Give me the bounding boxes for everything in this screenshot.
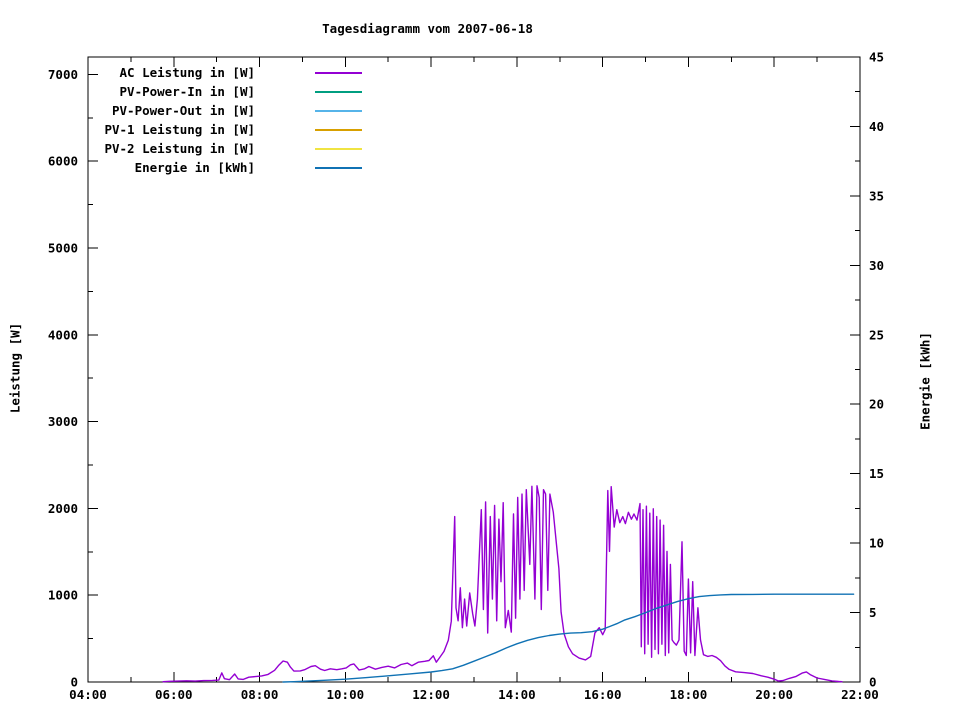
- legend-swatch-line: [315, 148, 362, 150]
- y-right-tick-label: 5: [869, 605, 877, 620]
- legend: AC Leistung in [W] PV-Power-In in [W] PV…: [85, 63, 395, 177]
- y-left-tick-label: 6000: [48, 154, 78, 169]
- legend-label: PV-Power-Out in [W]: [112, 103, 255, 118]
- y-right-tick-label: 40: [869, 119, 884, 134]
- x-tick-label: 22:00: [841, 687, 879, 702]
- legend-label: AC Leistung in [W]: [119, 65, 255, 80]
- legend-swatch-line: [315, 91, 362, 93]
- y-right-tick-label: 25: [869, 327, 884, 342]
- legend-label: Energie in [kWh]: [134, 160, 255, 175]
- y-left-tick-label: 4000: [48, 327, 78, 342]
- legend-swatch-line: [315, 129, 362, 131]
- series-line: [282, 593, 855, 683]
- legend-label: PV-2 Leistung in [W]: [104, 141, 255, 156]
- chart-title: Tagesdiagramm vom 2007-06-18: [322, 21, 533, 36]
- y-left-tick-label: 7000: [48, 67, 78, 82]
- series-line: [162, 485, 843, 683]
- x-tick-label: 18:00: [670, 687, 708, 702]
- legend-swatch-line: [315, 72, 362, 74]
- y-right-tick-label: 10: [869, 536, 884, 551]
- y-left-tick-label: 2000: [48, 501, 78, 516]
- legend-item: PV-1 Leistung in [W]: [85, 120, 395, 139]
- x-tick-label: 04:00: [69, 687, 107, 702]
- x-tick-label: 10:00: [327, 687, 365, 702]
- y-right-tick-label: 30: [869, 258, 884, 273]
- y-left-tick-label: 3000: [48, 414, 78, 429]
- x-tick-label: 08:00: [241, 687, 279, 702]
- legend-item: AC Leistung in [W]: [85, 63, 395, 82]
- y-left-tick-label: 0: [70, 675, 78, 690]
- y-right-tick-label: 35: [869, 188, 884, 203]
- x-tick-label: 06:00: [155, 687, 193, 702]
- y-right-tick-label: 20: [869, 397, 884, 412]
- legend-swatch-line: [315, 110, 362, 112]
- y-left-tick-label: 1000: [48, 588, 78, 603]
- y-right-tick-label: 0: [869, 675, 877, 690]
- x-tick-label: 20:00: [755, 687, 793, 702]
- legend-item: PV-Power-Out in [W]: [85, 101, 395, 120]
- x-tick-label: 16:00: [584, 687, 622, 702]
- legend-label: PV-Power-In in [W]: [119, 84, 255, 99]
- y-right-tick-label: 45: [869, 50, 884, 65]
- y-right-tick-label: 15: [869, 466, 884, 481]
- legend-item: PV-Power-In in [W]: [85, 82, 395, 101]
- x-tick-label: 14:00: [498, 687, 536, 702]
- legend-item: PV-2 Leistung in [W]: [85, 139, 395, 158]
- x-tick-label: 12:00: [412, 687, 450, 702]
- y-left-tick-label: 5000: [48, 240, 78, 255]
- legend-item: Energie in [kWh]: [85, 158, 395, 177]
- legend-label: PV-1 Leistung in [W]: [104, 122, 255, 137]
- legend-swatch-line: [315, 167, 362, 169]
